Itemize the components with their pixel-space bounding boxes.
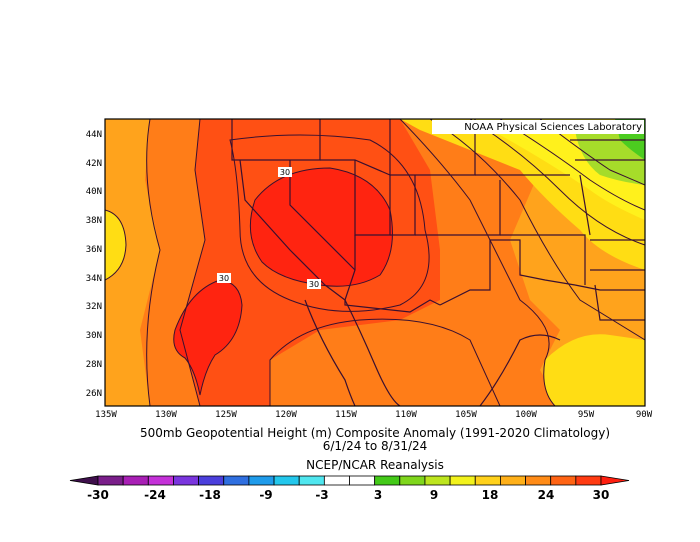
contour-label-south: 30 — [309, 280, 319, 289]
map-panel — [105, 119, 645, 406]
lat-tick: 32N — [86, 302, 102, 312]
lon-tick: 100W — [515, 410, 537, 420]
colorbar-label: -18 — [199, 488, 221, 502]
colorbar-label: -9 — [259, 488, 272, 502]
colorbar-swatch — [323, 475, 350, 486]
lat-tick: 40N — [86, 187, 102, 197]
contour-label-southwest: 30 — [219, 274, 229, 283]
colorbar-swatch — [248, 475, 275, 486]
colorbar-swatch — [198, 475, 225, 486]
colorbar-swatch — [525, 475, 552, 486]
lat-tick: 38N — [86, 216, 102, 226]
lon-tick: 95W — [578, 410, 595, 420]
colorbar-swatch — [349, 475, 376, 486]
lon-tick: 135W — [95, 410, 117, 420]
lat-tick: 34N — [86, 274, 102, 284]
colorbar-swatch — [298, 475, 325, 486]
lat-tick: 44N — [86, 130, 102, 140]
colorbar-label: -24 — [144, 488, 166, 502]
anomaly-region-yellow-se — [543, 334, 645, 406]
lon-tick: 120W — [275, 410, 297, 420]
lat-tick: 42N — [86, 159, 102, 169]
colorbar-swatch — [122, 475, 149, 486]
colorbar-swatch — [97, 475, 124, 486]
lat-tick: 30N — [86, 331, 102, 341]
credit-label: NOAA Physical Sciences Laboratory — [464, 122, 642, 133]
data-source: NCEP/NCAR Reanalysis — [306, 458, 444, 472]
colorbar-swatch — [474, 475, 501, 486]
colorbar-swatch — [374, 475, 401, 486]
colorbar-swatch — [173, 475, 199, 486]
colorbar-arrow-high — [600, 475, 630, 486]
lat-tick: 26N — [86, 389, 102, 399]
contour-labels: 30 30 30 — [217, 167, 321, 289]
colorbar-swatch — [575, 475, 602, 486]
colorbar-label: 30 — [593, 488, 610, 502]
contour-label-north: 30 — [280, 168, 290, 177]
date-range: 6/1/24 to 8/31/24 — [323, 439, 428, 453]
lon-tick: 115W — [335, 410, 357, 420]
colorbar-label: -30 — [87, 488, 109, 502]
map-frame — [104, 118, 646, 407]
credit-box — [432, 120, 644, 134]
colorbar-swatch — [499, 475, 526, 486]
color-bar-labels: -30 -24 -18 -9 -3 3 9 18 24 30 — [87, 488, 609, 502]
colorbar-swatch — [449, 475, 476, 486]
lon-tick: 90W — [636, 410, 653, 420]
lat-tick: 36N — [86, 245, 102, 255]
lon-tick: 125W — [215, 410, 237, 420]
colorbar-swatch — [399, 475, 426, 486]
lon-tick: 110W — [395, 410, 417, 420]
color-bar — [69, 475, 630, 486]
colorbar-label: 24 — [538, 488, 555, 502]
lon-tick: 105W — [455, 410, 477, 420]
political-boundaries — [231, 119, 645, 406]
colorbar-label: 3 — [374, 488, 382, 502]
anomaly-core-north — [250, 168, 393, 287]
colorbar-label: 18 — [482, 488, 499, 502]
lon-tick: 130W — [155, 410, 177, 420]
colorbar-swatch — [424, 475, 451, 486]
colorbar-label: -3 — [315, 488, 328, 502]
anomaly-region-yellow-west — [105, 210, 126, 280]
colorbar-swatch — [147, 475, 174, 486]
longitude-axis: 135W 130W 125W 120W 115W 110W 105W 100W … — [95, 410, 653, 420]
colorbar-swatch — [223, 475, 250, 486]
colorbar-arrow-low — [69, 475, 99, 486]
colorbar-swatch — [273, 475, 300, 486]
lat-tick: 28N — [86, 360, 102, 370]
colorbar-swatch — [550, 475, 577, 486]
latitude-axis: 44N 42N 40N 38N 36N 34N 32N 30N 28N 26N — [86, 130, 102, 399]
colorbar-label: 9 — [430, 488, 438, 502]
map-title: 500mb Geopotential Height (m) Composite … — [140, 426, 610, 440]
contour-lines — [105, 119, 645, 406]
